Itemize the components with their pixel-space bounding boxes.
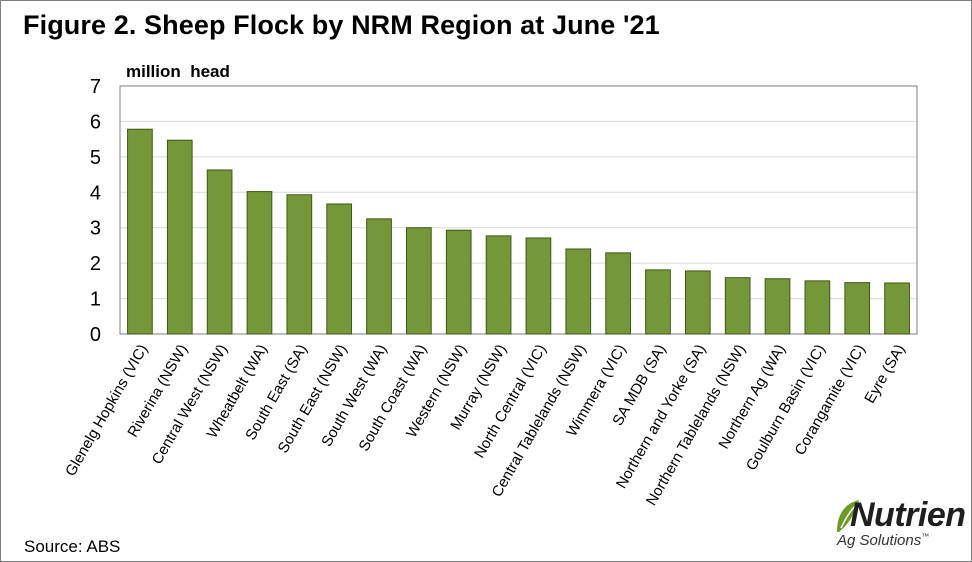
bar [445,229,472,335]
source-note: Source: ABS [24,537,121,556]
chart-title: Figure 2. Sheep Flock by NRM Region at J… [23,10,660,40]
bar [406,227,432,335]
bar [326,203,353,335]
bar [764,278,791,335]
y-tick-label: 3 [90,218,101,240]
bar [127,128,153,335]
bar [246,191,273,335]
y-tick-label: 5 [90,147,101,169]
bar [884,282,910,335]
plot-area-border [119,85,918,335]
bar [804,280,831,335]
bar [366,218,392,335]
logo-trademark: ™ [921,532,930,541]
bar [485,235,512,335]
bar [166,139,193,335]
bar [684,270,711,335]
y-tick-label: 6 [90,111,101,133]
y-tick-label: 1 [90,289,101,311]
bar [286,194,313,335]
logo-subtitle-text: Ag Solutions [837,532,922,549]
bar [525,237,552,335]
y-tick-label: 0 [90,324,101,346]
bar [844,282,871,335]
bar [724,277,751,335]
logo-wordmark: Nutrien [850,496,966,534]
bar [565,248,592,335]
bar [605,252,631,335]
y-tick-label: 2 [90,253,101,275]
bar [645,269,671,335]
y-tick-label: 7 [90,76,101,98]
leaf-icon [837,500,859,532]
x-tick-label: North Central (VIC) [471,342,550,462]
x-tick-label: Eyre (SA) [861,342,908,407]
y-axis-unit-label: million head [126,62,230,81]
nutrien-logo: Nutrien Ag Solutions™ [833,498,966,554]
bar [206,169,233,335]
logo-subtitle: Ag Solutions™ [837,532,930,549]
y-tick-label: 4 [90,182,101,204]
x-tick-label: Central West (NSW) [149,342,232,468]
